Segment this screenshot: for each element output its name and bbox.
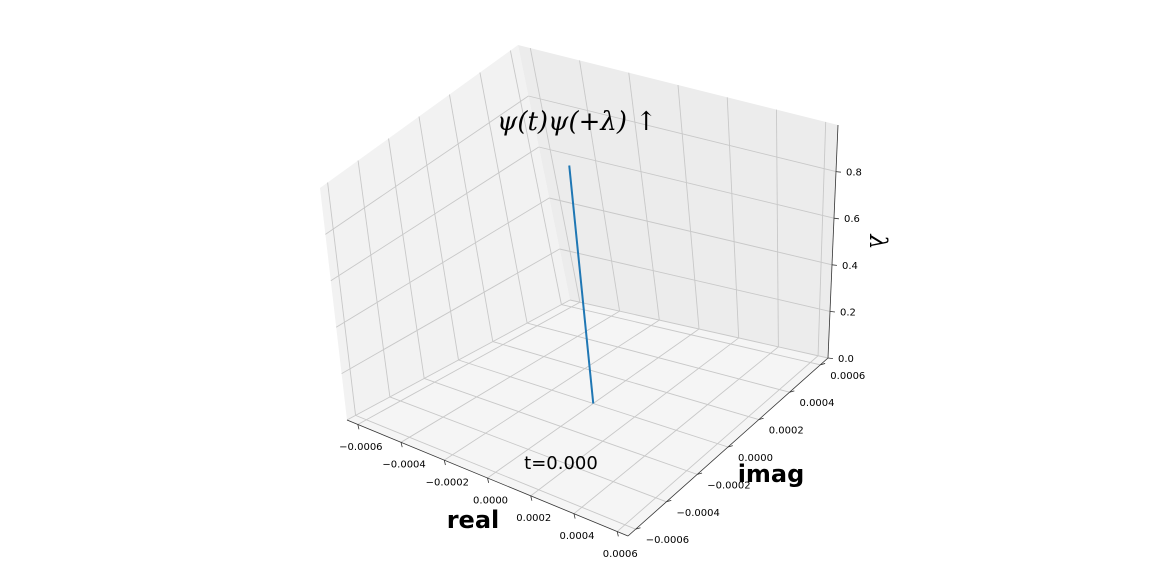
left-grid-z (325, 95, 529, 235)
left-grid-z (341, 248, 560, 374)
left-grid-y (357, 160, 391, 397)
z-tick-label: 0.0 (838, 354, 854, 365)
y-tick-label: −0.0002 (707, 480, 750, 491)
z-tick-label: 0.4 (842, 261, 858, 272)
back-grid-z (549, 197, 833, 266)
y-tick (635, 527, 641, 530)
z-tick (827, 357, 833, 359)
back-grid-x (628, 72, 660, 321)
back-grid-z (538, 146, 835, 219)
z-tick (833, 217, 839, 220)
left-grid-y (388, 138, 425, 379)
x-tick-label: 0.0004 (560, 531, 595, 542)
left-grid-y (479, 72, 528, 324)
back-grid-z (569, 299, 829, 359)
y-tick (789, 390, 795, 393)
x-tick (530, 495, 533, 501)
back-grid-x (817, 121, 827, 356)
left-pane (320, 45, 570, 420)
x-tick (443, 460, 446, 466)
y-tick-label: 0.0002 (769, 426, 804, 437)
x-tick-label: 0.0000 (473, 495, 508, 506)
left-grid-z (335, 197, 550, 328)
y-tick-label: −0.0006 (646, 535, 689, 546)
x-tick (487, 477, 490, 483)
left-grid-z (346, 299, 571, 421)
y-tick-label: 0.0006 (830, 371, 865, 382)
y-tick-label: 0.0004 (800, 398, 835, 409)
x-tick-label: −0.0006 (339, 442, 382, 453)
left-grid-y (509, 50, 562, 305)
y-tick (758, 417, 764, 420)
z-axis-label: λ (864, 233, 892, 249)
axis-panes (320, 45, 838, 536)
x-tick (573, 513, 576, 519)
chart-title: ψ(t)ψ(+λ) ↑ (497, 107, 657, 137)
back-grid-x (726, 97, 740, 338)
back-grid-z (559, 248, 831, 312)
floor-grid-y (561, 304, 821, 366)
back-grid-x (529, 47, 581, 303)
left-grid-y (418, 116, 459, 361)
left-grid-y (449, 94, 494, 342)
x-tick (400, 442, 403, 448)
z-axis-line (827, 124, 839, 359)
z-tick-label: 0.2 (840, 307, 856, 318)
y-tick-label: 0.0000 (738, 453, 773, 464)
floor-grid-y (389, 396, 667, 503)
z-tick-label: 0.8 (846, 168, 862, 179)
x-tick (357, 424, 360, 430)
series-line (568, 165, 595, 404)
floor-pane (347, 300, 828, 536)
tick-marks (357, 171, 841, 537)
y-tick (697, 472, 703, 475)
x-tick-label: −0.0004 (382, 460, 425, 471)
x-tick-label: 0.0002 (516, 513, 551, 524)
z-tick-label: 0.6 (844, 214, 860, 225)
y-tick-label: −0.0004 (676, 508, 719, 519)
floor-grid-y (492, 341, 759, 421)
back-grid-z (528, 95, 837, 173)
floor-grid-y (424, 378, 698, 475)
floor-grid-y (527, 322, 790, 393)
back-grid-x (677, 84, 700, 330)
back-pane (518, 45, 838, 358)
z-tick (835, 171, 841, 173)
time-annotation: t=0.000 (524, 453, 598, 474)
floor-grid-y (355, 414, 636, 530)
tick-labels: −0.0006−0.0004−0.00020.00000.00020.00040… (339, 168, 865, 560)
data-series (568, 165, 595, 404)
x-tick-label: −0.0002 (426, 477, 469, 488)
left-grid-z (330, 146, 540, 282)
y-tick (666, 499, 672, 503)
x-axis-label: real (447, 506, 500, 534)
x-tick (616, 531, 619, 537)
x-tick-label: 0.0006 (603, 549, 638, 560)
y-tick (820, 363, 826, 366)
back-grid-x (776, 109, 779, 347)
z-tick (831, 264, 837, 266)
z-tick (829, 311, 835, 313)
y-axis-label: imag (738, 460, 805, 488)
left-grid-y (327, 182, 357, 416)
y-tick (727, 445, 733, 448)
back-grid-x (579, 60, 621, 312)
